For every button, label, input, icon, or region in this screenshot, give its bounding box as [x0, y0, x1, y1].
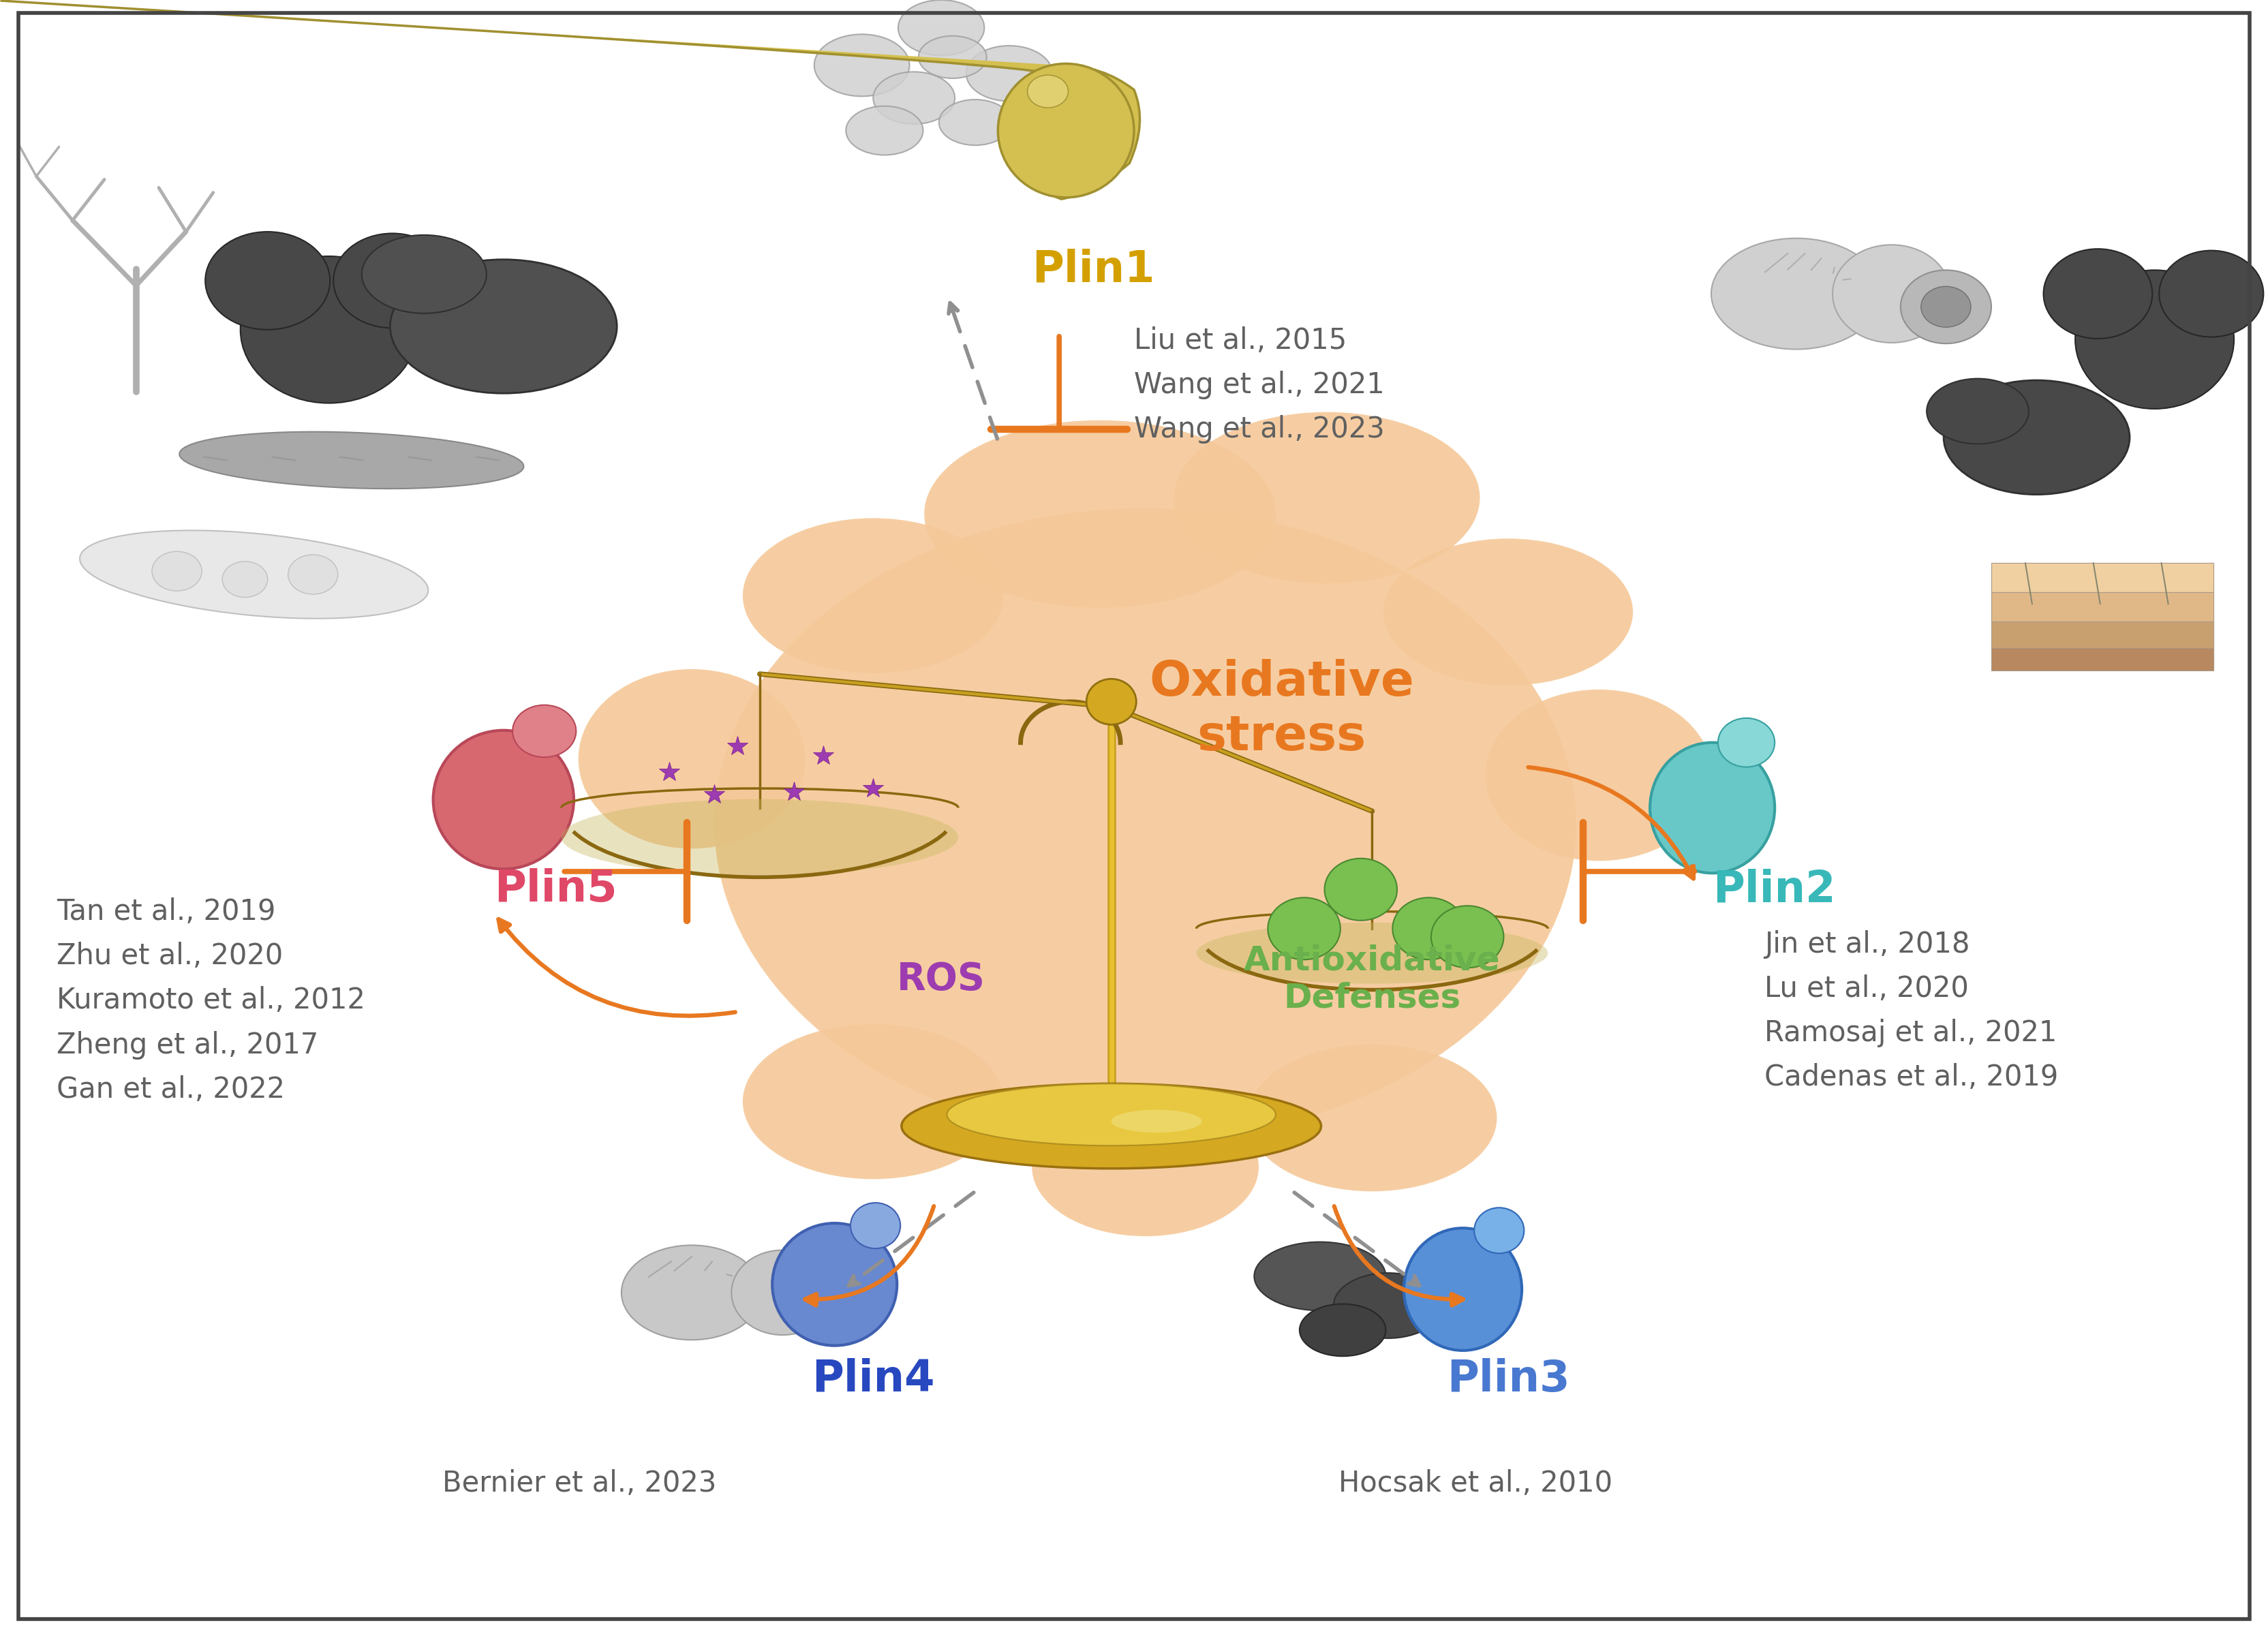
Ellipse shape — [846, 106, 923, 155]
Ellipse shape — [850, 1203, 900, 1248]
Ellipse shape — [1383, 539, 1633, 685]
Ellipse shape — [560, 800, 957, 875]
Ellipse shape — [873, 72, 955, 124]
Ellipse shape — [1175, 411, 1479, 583]
Ellipse shape — [361, 235, 485, 313]
Ellipse shape — [433, 731, 574, 868]
Ellipse shape — [578, 669, 805, 849]
Ellipse shape — [1195, 922, 1547, 984]
Ellipse shape — [204, 232, 331, 330]
Ellipse shape — [1111, 1110, 1202, 1133]
Ellipse shape — [1833, 245, 1950, 343]
Ellipse shape — [925, 419, 1275, 607]
Ellipse shape — [742, 1025, 1002, 1178]
Ellipse shape — [1944, 380, 2130, 494]
Text: Plin1: Plin1 — [1032, 248, 1154, 290]
FancyBboxPatch shape — [1991, 648, 2214, 671]
Ellipse shape — [714, 508, 1576, 1141]
Ellipse shape — [621, 1245, 762, 1340]
Ellipse shape — [1325, 858, 1397, 920]
Ellipse shape — [742, 517, 1002, 672]
Ellipse shape — [333, 233, 451, 328]
Ellipse shape — [240, 256, 417, 403]
Ellipse shape — [513, 705, 576, 757]
Ellipse shape — [1086, 679, 1136, 725]
Ellipse shape — [1921, 286, 1971, 326]
Ellipse shape — [898, 0, 984, 55]
Ellipse shape — [939, 100, 1012, 145]
PathPatch shape — [1005, 65, 1141, 199]
Ellipse shape — [1710, 238, 1882, 349]
Ellipse shape — [1300, 1304, 1386, 1356]
Ellipse shape — [1901, 269, 1991, 343]
Ellipse shape — [1431, 906, 1504, 968]
Ellipse shape — [771, 1224, 896, 1345]
Ellipse shape — [998, 64, 1134, 197]
Ellipse shape — [1404, 1227, 1522, 1351]
Text: Bernier et al., 2023: Bernier et al., 2023 — [442, 1469, 717, 1498]
Text: Plin5: Plin5 — [494, 868, 617, 911]
Ellipse shape — [1268, 898, 1340, 960]
Ellipse shape — [966, 46, 1052, 101]
Ellipse shape — [288, 555, 338, 594]
Text: Antioxidative
Defenses: Antioxidative Defenses — [1243, 943, 1501, 1015]
Ellipse shape — [1334, 1273, 1442, 1338]
FancyBboxPatch shape — [1991, 592, 2214, 622]
Ellipse shape — [1027, 75, 1068, 108]
Ellipse shape — [179, 432, 524, 488]
Text: Plin2: Plin2 — [1712, 868, 1835, 911]
Text: Jin et al., 2018
Lu et al., 2020
Ramosaj et al., 2021
Cadenas et al., 2019: Jin et al., 2018 Lu et al., 2020 Ramosaj… — [1765, 930, 2059, 1092]
Ellipse shape — [1393, 898, 1465, 960]
Ellipse shape — [814, 34, 909, 96]
Text: Plin4: Plin4 — [812, 1358, 934, 1400]
Ellipse shape — [390, 259, 617, 393]
Ellipse shape — [1474, 1208, 1524, 1253]
Ellipse shape — [2043, 248, 2152, 338]
Ellipse shape — [1719, 718, 1774, 767]
FancyBboxPatch shape — [1991, 622, 2214, 648]
Ellipse shape — [79, 530, 429, 619]
Ellipse shape — [1926, 379, 2028, 444]
FancyBboxPatch shape — [1991, 563, 2214, 592]
Ellipse shape — [1032, 1097, 1259, 1237]
Ellipse shape — [1651, 743, 1774, 873]
Text: Plin3: Plin3 — [1447, 1358, 1569, 1400]
Ellipse shape — [1486, 689, 1712, 862]
Ellipse shape — [222, 561, 268, 597]
Ellipse shape — [1254, 1242, 1386, 1310]
Ellipse shape — [2159, 250, 2263, 336]
Ellipse shape — [948, 1084, 1275, 1146]
Ellipse shape — [900, 1084, 1320, 1169]
Text: Tan et al., 2019
Zhu et al., 2020
Kuramoto et al., 2012
Zheng et al., 2017
Gan e: Tan et al., 2019 Zhu et al., 2020 Kuramo… — [57, 898, 365, 1103]
Text: Hocsak et al., 2010: Hocsak et al., 2010 — [1338, 1469, 1613, 1498]
Ellipse shape — [2075, 269, 2234, 408]
Text: ROS: ROS — [896, 961, 987, 997]
Ellipse shape — [1247, 1044, 1497, 1191]
Ellipse shape — [152, 552, 202, 591]
Ellipse shape — [919, 36, 987, 78]
Ellipse shape — [730, 1250, 835, 1335]
Text: Liu et al., 2015
Wang et al., 2021
Wang et al., 2023: Liu et al., 2015 Wang et al., 2021 Wang … — [1134, 326, 1386, 444]
Text: Oxidative
stress: Oxidative stress — [1150, 659, 1413, 761]
